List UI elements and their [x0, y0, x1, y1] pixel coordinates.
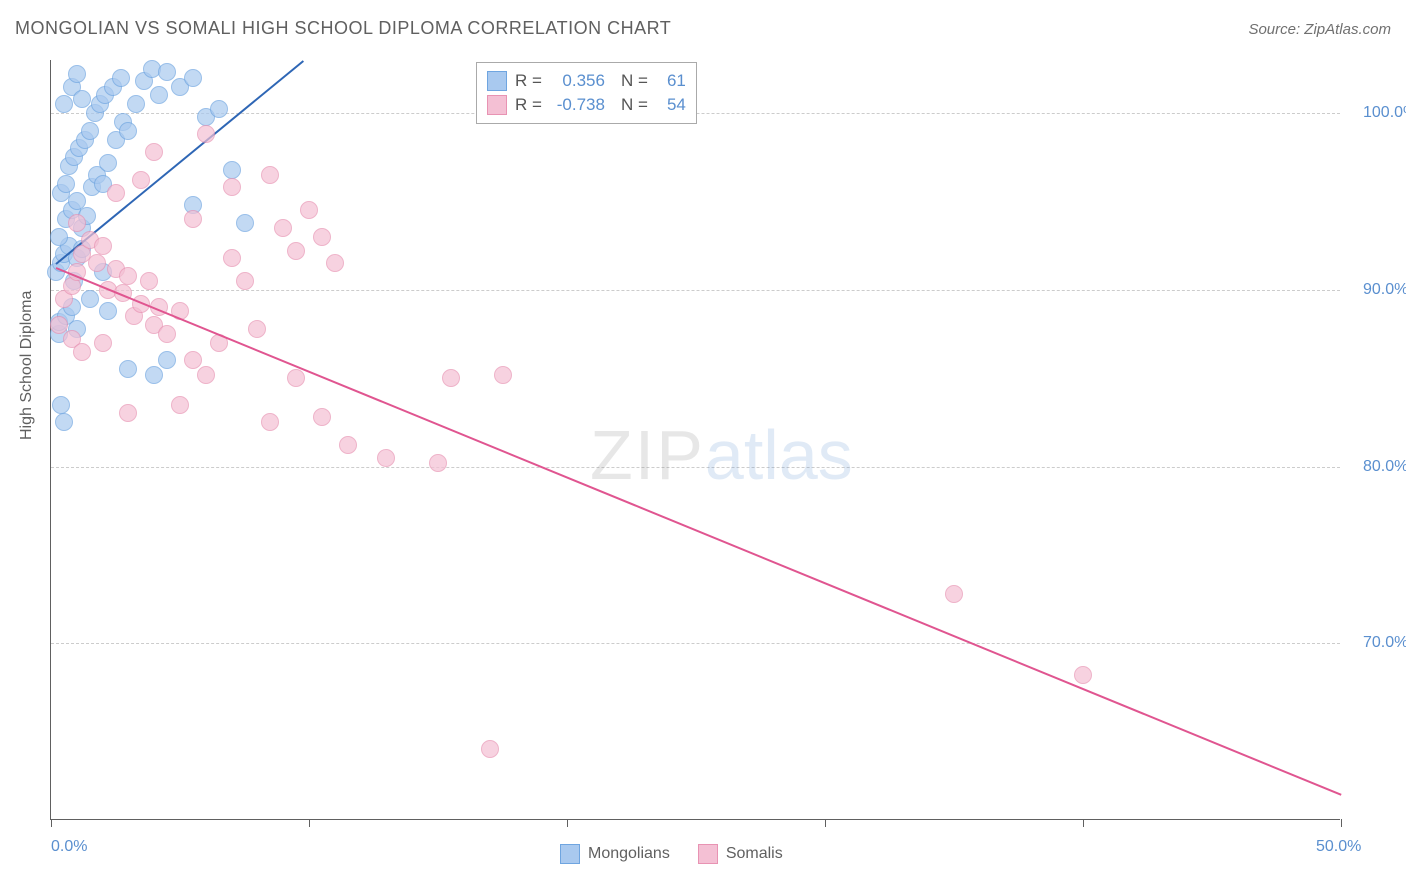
scatter-point: [223, 161, 241, 179]
scatter-point: [158, 325, 176, 343]
n-value-mongolians: 61: [656, 71, 686, 91]
scatter-point: [261, 413, 279, 431]
scatter-point: [107, 184, 125, 202]
scatter-point: [57, 175, 75, 193]
scatter-point: [223, 178, 241, 196]
x-tick-label: 0.0%: [51, 838, 87, 856]
r-label: R =: [515, 71, 542, 91]
scatter-point: [158, 351, 176, 369]
gridline: [51, 643, 1340, 644]
legend-label-mongolians: Mongolians: [588, 845, 670, 863]
scatter-point: [429, 454, 447, 472]
scatter-point: [223, 249, 241, 267]
scatter-point: [184, 69, 202, 87]
scatter-point: [313, 228, 331, 246]
scatter-point: [52, 396, 70, 414]
x-tick: [1083, 819, 1084, 827]
chart-title: MONGOLIAN VS SOMALI HIGH SCHOOL DIPLOMA …: [15, 18, 671, 39]
scatter-point: [119, 267, 137, 285]
scatter-point: [150, 86, 168, 104]
legend-swatch-somalis: [698, 844, 718, 864]
legend-label-somalis: Somalis: [726, 845, 783, 863]
bottom-legend: Mongolians Somalis: [560, 844, 783, 864]
plot-area: 70.0%80.0%90.0%100.0%0.0%50.0%: [50, 60, 1340, 820]
scatter-point: [119, 360, 137, 378]
scatter-point: [377, 449, 395, 467]
y-tick-label: 100.0%: [1363, 104, 1406, 122]
scatter-point: [81, 290, 99, 308]
legend-item-somalis: Somalis: [698, 844, 783, 864]
scatter-point: [313, 408, 331, 426]
r-value-mongolians: 0.356: [550, 71, 605, 91]
scatter-point: [171, 396, 189, 414]
scatter-point: [99, 302, 117, 320]
swatch-somalis: [487, 95, 507, 115]
scatter-point: [197, 125, 215, 143]
n-value-somalis: 54: [656, 95, 686, 115]
r-value-somalis: -0.738: [550, 95, 605, 115]
scatter-point: [326, 254, 344, 272]
scatter-point: [140, 272, 158, 290]
x-tick: [1341, 819, 1342, 827]
scatter-point: [236, 214, 254, 232]
scatter-point: [94, 334, 112, 352]
scatter-point: [300, 201, 318, 219]
scatter-point: [127, 95, 145, 113]
swatch-mongolians: [487, 71, 507, 91]
scatter-point: [88, 254, 106, 272]
scatter-point: [145, 366, 163, 384]
scatter-point: [494, 366, 512, 384]
y-tick-label: 80.0%: [1363, 458, 1406, 476]
x-tick: [825, 819, 826, 827]
x-tick: [51, 819, 52, 827]
scatter-point: [132, 171, 150, 189]
scatter-point: [68, 65, 86, 83]
scatter-point: [274, 219, 292, 237]
scatter-point: [145, 143, 163, 161]
scatter-point: [287, 242, 305, 260]
stats-row-somalis: R = -0.738 N = 54: [487, 93, 686, 117]
trend-line: [56, 267, 1342, 796]
y-tick-label: 90.0%: [1363, 281, 1406, 299]
scatter-point: [236, 272, 254, 290]
scatter-point: [99, 154, 117, 172]
n-label: N =: [621, 95, 648, 115]
y-axis-label: High School Diploma: [18, 291, 36, 440]
legend-item-mongolians: Mongolians: [560, 844, 670, 864]
stats-row-mongolians: R = 0.356 N = 61: [487, 69, 686, 93]
scatter-point: [81, 122, 99, 140]
n-label: N =: [621, 71, 648, 91]
stats-panel: R = 0.356 N = 61 R = -0.738 N = 54: [476, 62, 697, 124]
x-tick: [567, 819, 568, 827]
scatter-point: [339, 436, 357, 454]
y-tick-label: 70.0%: [1363, 634, 1406, 652]
gridline: [51, 467, 1340, 468]
scatter-point: [197, 366, 215, 384]
scatter-point: [73, 343, 91, 361]
scatter-point: [119, 404, 137, 422]
scatter-point: [55, 95, 73, 113]
scatter-point: [184, 210, 202, 228]
chart-source: Source: ZipAtlas.com: [1248, 21, 1391, 38]
r-label: R =: [515, 95, 542, 115]
scatter-point: [945, 585, 963, 603]
x-tick-label: 50.0%: [1316, 838, 1361, 856]
scatter-point: [261, 166, 279, 184]
scatter-point: [112, 69, 130, 87]
x-tick: [309, 819, 310, 827]
scatter-point: [68, 214, 86, 232]
legend-swatch-mongolians: [560, 844, 580, 864]
scatter-point: [287, 369, 305, 387]
scatter-point: [73, 90, 91, 108]
scatter-point: [1074, 666, 1092, 684]
scatter-point: [94, 237, 112, 255]
scatter-point: [119, 122, 137, 140]
scatter-point: [248, 320, 266, 338]
scatter-point: [210, 100, 228, 118]
scatter-point: [442, 369, 460, 387]
scatter-point: [55, 413, 73, 431]
scatter-point: [50, 228, 68, 246]
scatter-point: [481, 740, 499, 758]
